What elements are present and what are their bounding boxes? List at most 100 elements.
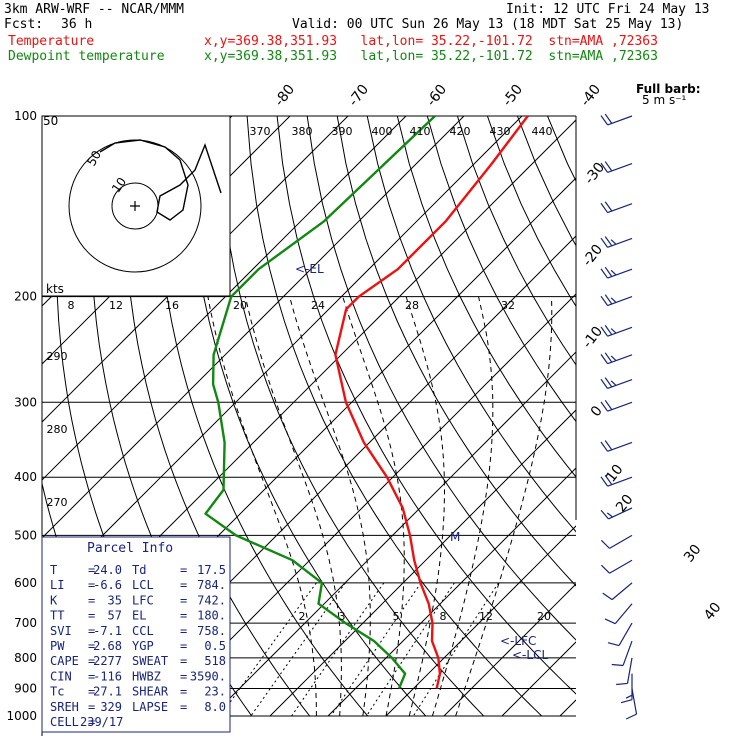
wind-barb-shaft xyxy=(622,640,633,666)
parcel-value: = xyxy=(180,593,187,607)
dry-adiabat-line xyxy=(516,116,576,247)
hodograph-ring-label-50: 50 xyxy=(43,114,58,128)
parcel-value: SVI xyxy=(50,624,72,638)
wind-barb xyxy=(600,474,633,487)
wind-barb-shaft xyxy=(609,559,633,574)
parcel-value: = xyxy=(88,593,95,607)
theta-label: 430 xyxy=(490,125,511,138)
parcel-value: = xyxy=(88,563,95,577)
parcel-value: SWEAT xyxy=(132,654,168,668)
isotherm-label: -20 xyxy=(580,242,607,270)
wind-barb-shaft xyxy=(631,688,638,715)
forecast-label: Fcst: xyxy=(4,17,44,32)
dry-adiabat-line xyxy=(638,116,740,716)
wind-barb-flag xyxy=(600,401,609,412)
dry-adiabat-line xyxy=(486,116,576,308)
moist-adiabat-line xyxy=(405,296,445,717)
wind-barb-flag xyxy=(610,239,617,245)
isotherm-label: -40 xyxy=(578,82,605,110)
wind-barb-flag xyxy=(604,474,613,485)
parcel-value: PW xyxy=(50,639,65,653)
parcel-value: = xyxy=(88,654,95,668)
parcel-value: -7.1 xyxy=(93,624,122,638)
parcel-value: = xyxy=(88,700,95,714)
wind-barb xyxy=(607,622,633,647)
chart-header: 3km ARW-WRF -- NCAR/MMM Init: 12 UTC Fri… xyxy=(0,0,740,70)
parcel-value: EL xyxy=(132,609,146,623)
wind-barb xyxy=(600,507,633,520)
parcel-value: T xyxy=(50,563,57,577)
parcel-value: LCL xyxy=(132,578,154,592)
parcel-value: = xyxy=(88,624,95,638)
theta-label: 390 xyxy=(332,125,353,138)
parcel-value: CCL xyxy=(132,624,154,638)
el-marker: <-EL xyxy=(295,262,324,276)
pressure-tick-label: 700 xyxy=(14,616,37,630)
mixing-ratio-label: 5 xyxy=(393,610,400,623)
mixing-ratio-label: 3 xyxy=(339,610,346,623)
wind-barb-flag xyxy=(600,509,609,520)
mixing-ratio-line xyxy=(412,582,499,717)
isotherm-line xyxy=(559,699,576,717)
temperature-location: x,y=369.38,351.93 lat,lon= 35.22,-101.72… xyxy=(204,34,658,49)
mixing-ratio-line xyxy=(250,582,346,717)
background-lines xyxy=(42,116,740,717)
isotherm-label: -80 xyxy=(272,82,299,110)
parcel-value: LAPSE xyxy=(132,700,168,714)
wind-barb-flag xyxy=(610,380,617,386)
isotherm-line xyxy=(327,467,576,717)
wind-barb-flag xyxy=(600,326,609,337)
parcel-value: = xyxy=(88,715,95,729)
parcel-value: = xyxy=(88,609,95,623)
wind-barb xyxy=(600,399,633,412)
wind-barb-flag xyxy=(604,440,613,451)
lfc-marker: <-LFC xyxy=(500,634,536,648)
valid-time: Valid: 00 UTC Sun 26 May 13 (18 MDT Sat … xyxy=(292,17,684,32)
wind-barb xyxy=(600,325,633,337)
parcel-value: K xyxy=(50,593,58,607)
forecast-hour: 36 h xyxy=(61,17,93,32)
wind-barb-flag xyxy=(604,201,613,212)
temperature-trace xyxy=(334,116,529,689)
isotherm-line xyxy=(501,641,576,717)
wind-barb-flag xyxy=(600,162,609,173)
wind-barb xyxy=(600,534,633,549)
isotherm-line xyxy=(42,116,291,365)
pressure-tick-label: 800 xyxy=(14,651,37,665)
wind-barb-flag xyxy=(600,539,610,549)
parcel-value: 180. xyxy=(197,609,226,623)
dry-adiabat-line xyxy=(336,116,576,587)
wind-barb-flag xyxy=(600,564,610,574)
isotherm-line xyxy=(211,351,576,717)
parcel-value: 24.0 xyxy=(93,563,122,577)
parcel-value: CIN xyxy=(50,669,72,683)
wind-barb xyxy=(600,236,633,248)
wind-barb xyxy=(600,294,633,307)
wind-barb-flag xyxy=(600,268,609,279)
wind-barb-flag xyxy=(602,592,613,601)
wind-barb xyxy=(602,582,633,601)
isotherm-line xyxy=(42,116,349,423)
theta-label: 400 xyxy=(372,125,393,138)
pressure-tick-label: 600 xyxy=(14,576,37,590)
parcel-value: = xyxy=(88,685,95,699)
dry-adiabat-line xyxy=(608,116,740,716)
wind-barb-flag xyxy=(604,325,613,336)
init-time: Init: 12 UTC Fri 24 May 13 xyxy=(506,2,710,17)
dry-adiabat-line xyxy=(698,116,740,716)
wind-barb-flag xyxy=(616,682,628,686)
wind-barb-flag xyxy=(600,441,609,452)
moist-adiabat-line xyxy=(207,296,317,716)
theta-label: 290 xyxy=(47,350,68,363)
moist-adiabat-label: 20 xyxy=(233,299,247,312)
parcel-value: 2277 xyxy=(93,654,122,668)
hodograph-inset: 50 50 10 kts xyxy=(41,114,231,297)
wind-barb-flag xyxy=(600,115,609,126)
wind-barb xyxy=(600,113,633,126)
moist-adiabat-line xyxy=(455,296,553,717)
parcel-value: LFC xyxy=(132,593,154,607)
moist-adiabat-line xyxy=(342,296,405,717)
parcel-value: 758. xyxy=(197,624,226,638)
parcel-value: 23. xyxy=(204,685,226,699)
wind-barb xyxy=(625,688,638,720)
